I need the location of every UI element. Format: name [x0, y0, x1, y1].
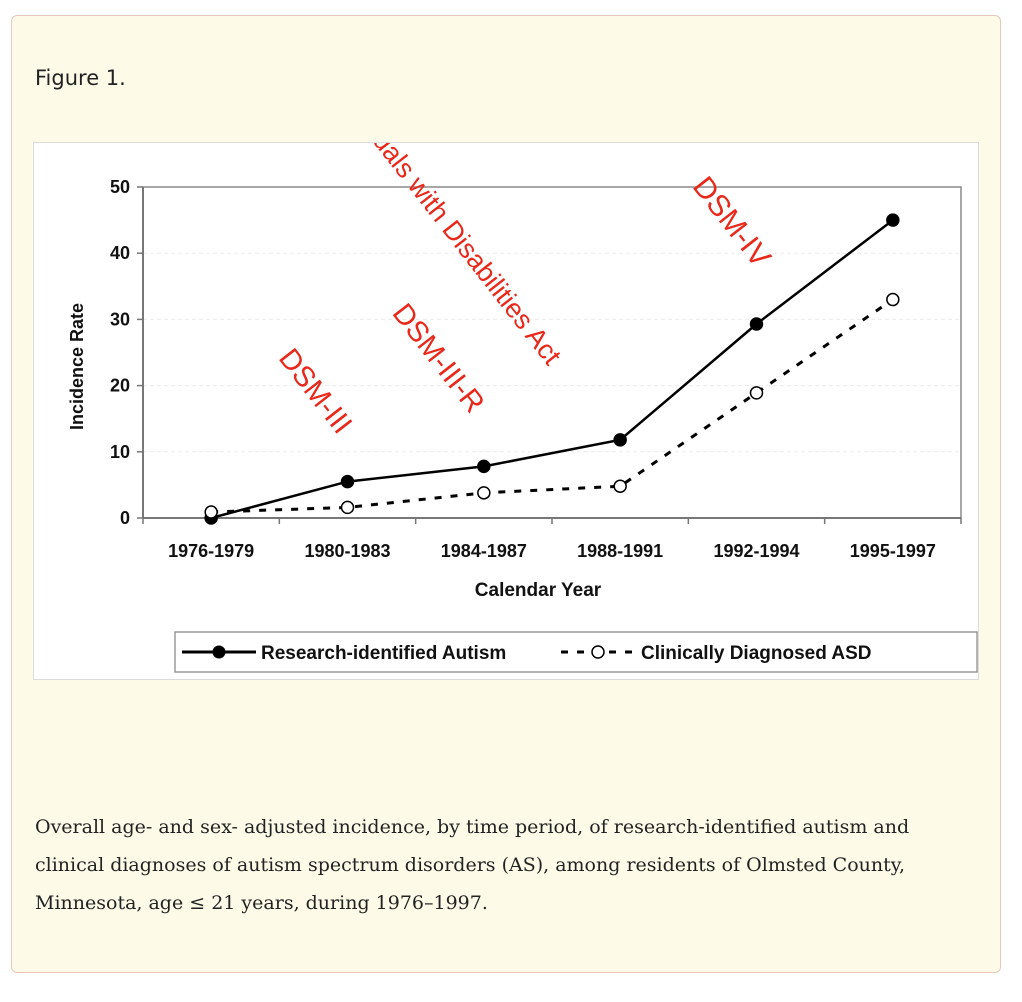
series-line-clinical-asd: [211, 298, 894, 514]
x-tick-label: 1980-1983: [304, 541, 390, 561]
x-tick-label: 1976-1979: [168, 541, 254, 561]
data-point-research-autism: [749, 317, 764, 331]
figure-caption: Overall age- and sex- adjusted incidence…: [35, 816, 910, 914]
x-tick-label: 1984-1987: [441, 541, 527, 561]
data-point-research-autism: [477, 459, 491, 474]
legend-marker-research-autism: [212, 645, 226, 659]
x-tick-label: 1995-1997: [850, 541, 936, 561]
x-axis-title: Calendar Year: [475, 580, 602, 601]
legend-marker-clinical-asd: [591, 645, 605, 659]
annotation-dsm-iii-r: DSM-III-R: [386, 298, 491, 419]
y-axis-title: Incidence Rate: [67, 303, 87, 430]
figure-label: Figure 1.: [35, 66, 126, 90]
legend-box: [174, 631, 978, 673]
y-tick-label: 0: [120, 508, 130, 528]
data-point-research-autism: [886, 213, 900, 227]
y-tick-label: 40: [110, 243, 130, 263]
data-point-clinical-asd: [749, 386, 764, 400]
legend-label-research-autism: Research-identified Autism: [261, 643, 506, 664]
series-line-research-autism: [210, 219, 894, 520]
data-point-clinical-asd: [477, 486, 491, 500]
annotation-dsm-iii: DSM-III: [272, 343, 358, 440]
data-point-clinical-asd: [613, 479, 627, 493]
chart-panel: 0 10 20 30 40 50 1976-1979 1980-1983 1984-1987 19…: [33, 142, 979, 680]
y-tick-label: 20: [110, 376, 130, 396]
data-point-research-autism: [340, 474, 355, 489]
annotation-individuals-with-disabilities-act: Individuals with Disabilities Act: [319, 143, 567, 371]
data-point-clinical-asd: [204, 505, 218, 519]
annotation-dsm-iv: DSM-IV: [686, 171, 777, 274]
x-tick-label: 1988-1991: [577, 541, 663, 561]
y-tick-label: 50: [110, 177, 130, 197]
data-point-research-autism: [613, 433, 627, 447]
incidence-line-chart: 0 10 20 30 40 50 1976-1979 1980-1983 1984-1987 19…: [67, 143, 978, 673]
data-point-clinical-asd: [340, 500, 355, 515]
legend-label-clinical-asd: Clinically Diagnosed ASD: [641, 643, 872, 664]
data-point-clinical-asd: [886, 292, 900, 307]
figure-card: Figure 1. 0 10 20 30 40 50 1976-1979 1980-1983 1…: [11, 15, 1001, 973]
y-tick-label: 30: [110, 309, 130, 329]
x-tick-label: 1992-1994: [713, 541, 799, 561]
y-tick-label: 10: [110, 442, 130, 462]
